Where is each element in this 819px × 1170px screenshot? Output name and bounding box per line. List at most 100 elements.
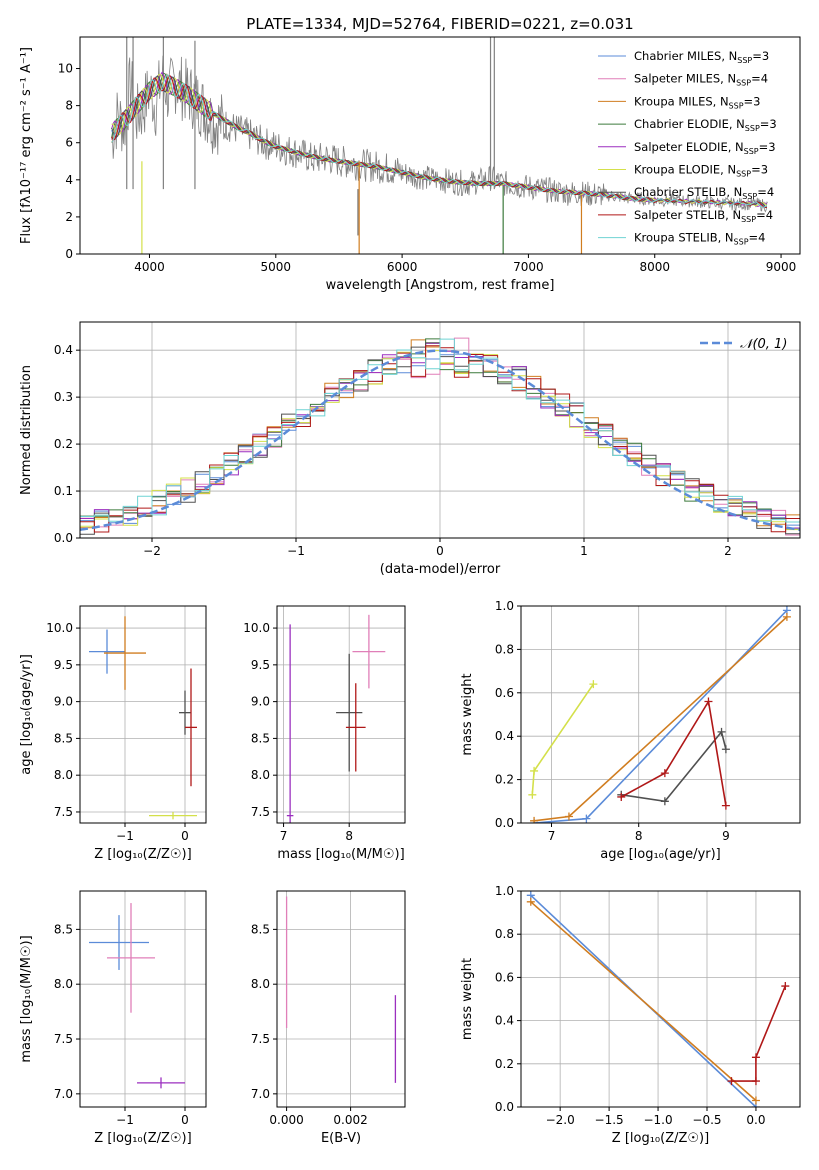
x-tick-label: 9000	[766, 260, 797, 274]
weight-marker	[589, 680, 598, 689]
weight-marker	[526, 897, 535, 906]
legend-label: Kroupa ELODIE, NSSP=3	[634, 163, 768, 179]
x-tick-label: 6000	[387, 260, 418, 274]
chart-title: PLATE=1334, MJD=52764, FIBERID=0221, z=0…	[246, 15, 633, 33]
axes-frame	[79, 890, 207, 1108]
y-tick-label: 7.5	[251, 805, 270, 819]
legend-label: Chabrier STELIB, NSSP=4	[634, 185, 774, 201]
y-tick-label: 1.0	[495, 599, 514, 613]
weight-line	[530, 901, 757, 1102]
y-tick-label: 8.5	[251, 922, 270, 936]
weight-marker	[660, 769, 669, 778]
weight-line	[621, 730, 727, 803]
weight-line	[731, 985, 787, 1082]
x-tick-label: 4000	[134, 260, 165, 274]
age_vs_Z-plot	[89, 616, 197, 820]
y-tick-label: 8.0	[251, 768, 270, 782]
x-tick-label: 8	[635, 829, 643, 843]
y-tick-label: 8.5	[54, 922, 73, 936]
x-tick-label: 1	[580, 544, 588, 558]
x-axis-label: (data-model)/error	[380, 562, 501, 577]
weight-line	[531, 683, 595, 795]
weight-line	[534, 616, 788, 822]
plot-layer: 4000 5000 6000 7000 8000 90000246810wavelengt…	[19, 36, 801, 1146]
y-tick-label: 8	[65, 99, 73, 113]
y-tick-label: 0.4	[54, 343, 73, 357]
x-tick-label: 0	[181, 1113, 189, 1127]
y-tick-label: 0	[65, 247, 73, 261]
weight-marker	[564, 812, 573, 821]
x-axis-label: E(B-V)	[321, 1131, 361, 1146]
y-axis-label: mass weight	[460, 958, 475, 1040]
legend-label: Kroupa MILES, NSSP=3	[634, 94, 760, 110]
x-tick-label: 0	[181, 829, 189, 843]
x-tick-label: 7	[280, 829, 288, 843]
weight-marker	[717, 727, 726, 736]
weight-marker	[751, 1077, 760, 1086]
x-tick-label: −2	[143, 544, 161, 558]
weight-marker	[782, 612, 791, 621]
y-tick-label: 0.0	[54, 531, 73, 545]
y-tick-label: 10.0	[46, 621, 73, 635]
y-tick-label: 7.0	[54, 1087, 73, 1101]
weight_vs_Z-plot	[526, 891, 790, 1107]
y-tick-label: 8.0	[54, 977, 73, 991]
weight-marker	[751, 1096, 760, 1105]
x-tick-label: 0	[436, 544, 444, 558]
histogram-plot	[80, 337, 800, 536]
y-tick-label: 0.4	[495, 729, 514, 743]
y-tick-label: 0.2	[495, 773, 514, 787]
y-tick-label: 8.0	[54, 768, 73, 782]
y-tick-label: 1.0	[495, 884, 514, 898]
weight-marker	[582, 814, 591, 823]
axes-frame	[520, 890, 801, 1108]
x-tick-label: −1	[116, 1113, 134, 1127]
y-tick-label: 0.6	[495, 970, 514, 984]
y-axis-label: mass weight	[460, 673, 475, 755]
y-axis-label: Normed distribution	[19, 365, 34, 495]
legend-label: Salpeter ELODIE, NSSP=3	[634, 140, 776, 156]
x-tick-label: 7	[548, 829, 556, 843]
weight-marker	[528, 790, 537, 799]
y-tick-label: 8.5	[54, 731, 73, 745]
weight-line	[620, 699, 727, 806]
x-axis-label: Z [log₁₀(Z/Z☉)]	[94, 847, 191, 862]
y-tick-label: 9.0	[251, 695, 270, 709]
x-axis-label: Z [log₁₀(Z/Z☉)]	[94, 1131, 191, 1146]
x-axis-label: age [log₁₀(age/yr)]	[600, 847, 721, 862]
axes-frame	[79, 321, 801, 539]
y-tick-label: 10.0	[243, 621, 270, 635]
axes-frame	[276, 605, 406, 824]
x-axis-label: wavelength [Angstrom, rest frame]	[326, 278, 555, 293]
y-tick-label: 0.0	[495, 816, 514, 830]
y-axis-label: mass [log₁₀(M/M☉)]	[19, 935, 34, 1062]
legend-label: 𝒩(0, 1)	[740, 337, 787, 352]
y-axis-label: age [log₁₀(age/yr)]	[19, 654, 34, 775]
y-tick-label: 10	[58, 62, 73, 76]
weight-marker	[721, 745, 730, 754]
y-tick-label: 0.8	[495, 927, 514, 941]
mass_vs_Z-plot	[89, 903, 185, 1089]
y-tick-label: 4	[65, 173, 73, 187]
y-tick-label: 0.8	[495, 642, 514, 656]
x-tick-label: 0.0	[746, 1113, 765, 1127]
x-tick-label: 9	[722, 829, 730, 843]
x-tick-label: −1.5	[595, 1113, 624, 1127]
y-tick-label: 0.2	[495, 1057, 514, 1071]
model-spectrum	[111, 73, 768, 207]
axes-frame	[79, 36, 801, 255]
y-tick-label: 8.0	[251, 977, 270, 991]
legend-label: Chabrier MILES, NSSP=3	[634, 49, 769, 65]
y-tick-label: 7.5	[54, 1032, 73, 1046]
y-tick-label: 2	[65, 210, 73, 224]
x-tick-label: 8	[345, 829, 353, 843]
y-tick-label: 0.4	[495, 1014, 514, 1028]
x-tick-label: 8000	[639, 260, 670, 274]
y-tick-label: 0.2	[54, 437, 73, 451]
weight-marker	[530, 766, 539, 775]
axes-frame	[276, 890, 406, 1108]
weight-marker	[704, 697, 713, 706]
legend-label: Salpeter STELIB, NSSP=4	[634, 208, 773, 224]
age_vs_mass-plot	[286, 614, 386, 823]
